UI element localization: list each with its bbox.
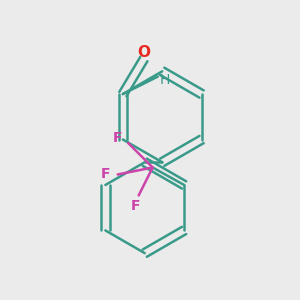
Text: F: F xyxy=(101,167,110,182)
Text: F: F xyxy=(113,131,122,145)
Text: O: O xyxy=(137,45,150,60)
Text: F: F xyxy=(130,199,140,213)
Text: H: H xyxy=(160,73,170,87)
